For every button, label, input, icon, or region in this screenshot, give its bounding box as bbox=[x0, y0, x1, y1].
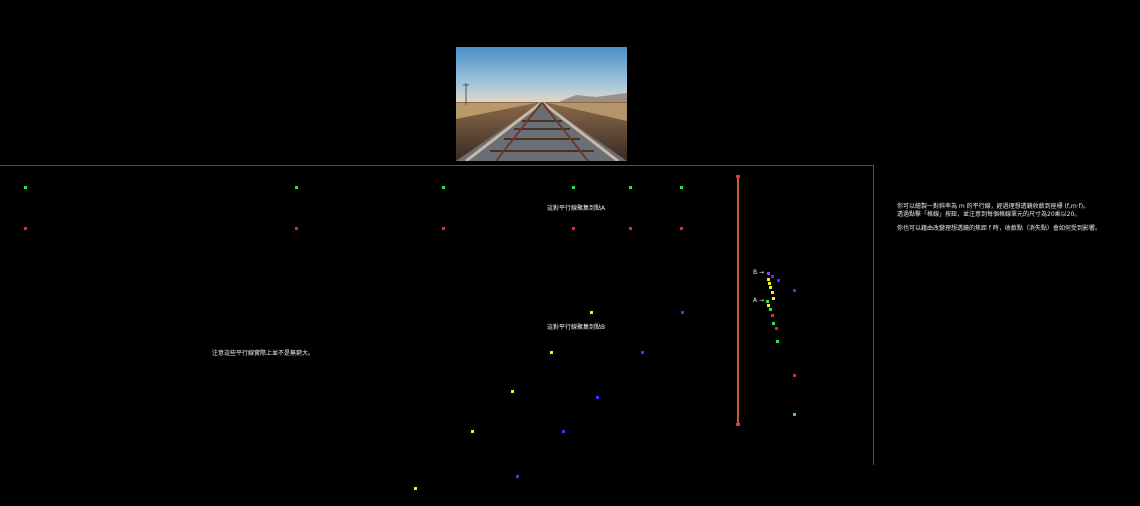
blue-point[interactable] bbox=[793, 289, 796, 292]
yellow-point[interactable] bbox=[771, 291, 774, 294]
green-point[interactable] bbox=[572, 186, 575, 189]
green-point[interactable] bbox=[766, 300, 769, 303]
red-point[interactable] bbox=[442, 227, 445, 230]
yellow-point[interactable] bbox=[414, 487, 417, 490]
red-point[interactable] bbox=[572, 227, 575, 230]
red-point[interactable] bbox=[775, 327, 778, 330]
point-b-label: B → bbox=[753, 269, 765, 276]
point-a-label: A → bbox=[753, 297, 765, 304]
red-point[interactable] bbox=[680, 227, 683, 230]
blue-point[interactable] bbox=[641, 351, 644, 354]
yellow-point[interactable] bbox=[767, 304, 770, 307]
lens-axis-line[interactable] bbox=[737, 177, 739, 425]
note-not-infinite: 注意這些平行線實際上並不是無窮大。 bbox=[212, 350, 315, 357]
red-point[interactable] bbox=[629, 227, 632, 230]
red-point[interactable] bbox=[771, 314, 774, 317]
blue-point[interactable] bbox=[771, 275, 774, 278]
green-point[interactable] bbox=[24, 186, 27, 189]
green-point[interactable] bbox=[772, 322, 775, 325]
yellow-point[interactable] bbox=[769, 286, 772, 289]
info-panel: 你可以繪製一對斜率為 m 的平行線，經過理想透鏡收斂到座標 (f,m·f)。 透… bbox=[897, 203, 1133, 239]
purple-point[interactable] bbox=[767, 272, 770, 275]
railway-tracks-photo bbox=[456, 47, 627, 161]
lens-axis-top-handle[interactable] bbox=[736, 175, 740, 178]
yellow-point[interactable] bbox=[550, 351, 553, 354]
drawing-canvas[interactable] bbox=[0, 165, 874, 465]
red-point[interactable] bbox=[793, 374, 796, 377]
yellow-point[interactable] bbox=[772, 297, 775, 300]
label-parallel-to-b: 這對平行線聚集到點B bbox=[547, 324, 606, 331]
green-point[interactable] bbox=[442, 186, 445, 189]
blue-point[interactable] bbox=[777, 279, 780, 282]
yellow-point[interactable] bbox=[767, 278, 770, 281]
blue-point[interactable] bbox=[596, 396, 599, 399]
green-point[interactable] bbox=[769, 308, 772, 311]
label-parallel-to-a: 這對平行線聚集到點A bbox=[547, 205, 606, 212]
lens-axis-bottom-handle[interactable] bbox=[736, 423, 740, 426]
red-point[interactable] bbox=[295, 227, 298, 230]
info-line-3: 你也可以藉由改變理想透鏡的焦距 f 時，收斂點（消失點）會如何受到影響。 bbox=[897, 225, 1101, 232]
red-point[interactable] bbox=[24, 227, 27, 230]
green-point[interactable] bbox=[629, 186, 632, 189]
yellow-point[interactable] bbox=[768, 282, 771, 285]
green-point[interactable] bbox=[793, 413, 796, 416]
yellow-point[interactable] bbox=[590, 311, 593, 314]
green-point[interactable] bbox=[776, 340, 779, 343]
blue-point[interactable] bbox=[562, 430, 565, 433]
yellow-point[interactable] bbox=[511, 390, 514, 393]
blue-point[interactable] bbox=[681, 311, 684, 314]
yellow-point[interactable] bbox=[471, 430, 474, 433]
green-point[interactable] bbox=[680, 186, 683, 189]
green-point[interactable] bbox=[295, 186, 298, 189]
info-line-2: 透過點擊「格線」按鈕，並注意到每個格線單元的尺寸為20乘以20。 bbox=[897, 211, 1081, 218]
info-line-1: 你可以繪製一對斜率為 m 的平行線，經過理想透鏡收斂到座標 (f,m·f)。 bbox=[897, 203, 1090, 210]
blue-point[interactable] bbox=[516, 475, 519, 478]
info-text: 你可以繪製一對斜率為 m 的平行線，經過理想透鏡收斂到座標 (f,m·f)。 透… bbox=[897, 203, 1133, 219]
info-text: 你也可以藉由改變理想透鏡的焦距 f 時，收斂點（消失點）會如何受到影響。 bbox=[897, 225, 1133, 233]
